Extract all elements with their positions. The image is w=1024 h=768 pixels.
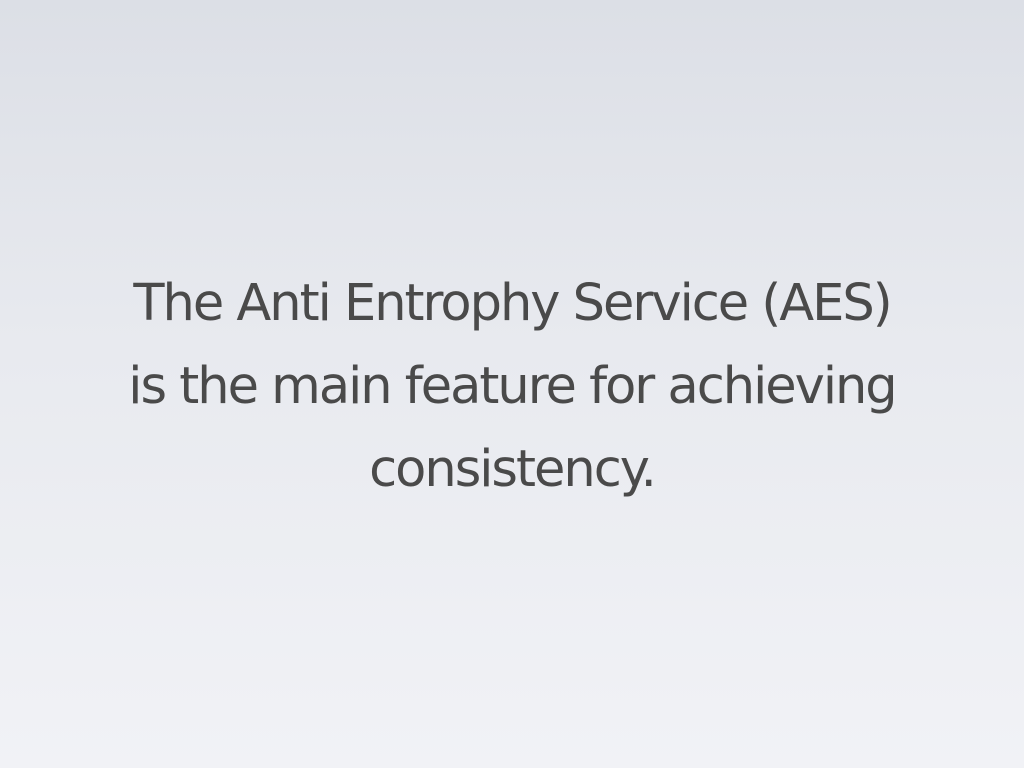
- slide-text-line-2: is the main feature for achieving: [128, 357, 897, 416]
- slide-body-text: The Anti Entrophy Service (AES) is the m…: [0, 262, 1024, 511]
- slide-text-line-1: The Anti Entrophy Service (AES): [133, 274, 892, 333]
- slide-text-line-3: consistency.: [369, 440, 657, 499]
